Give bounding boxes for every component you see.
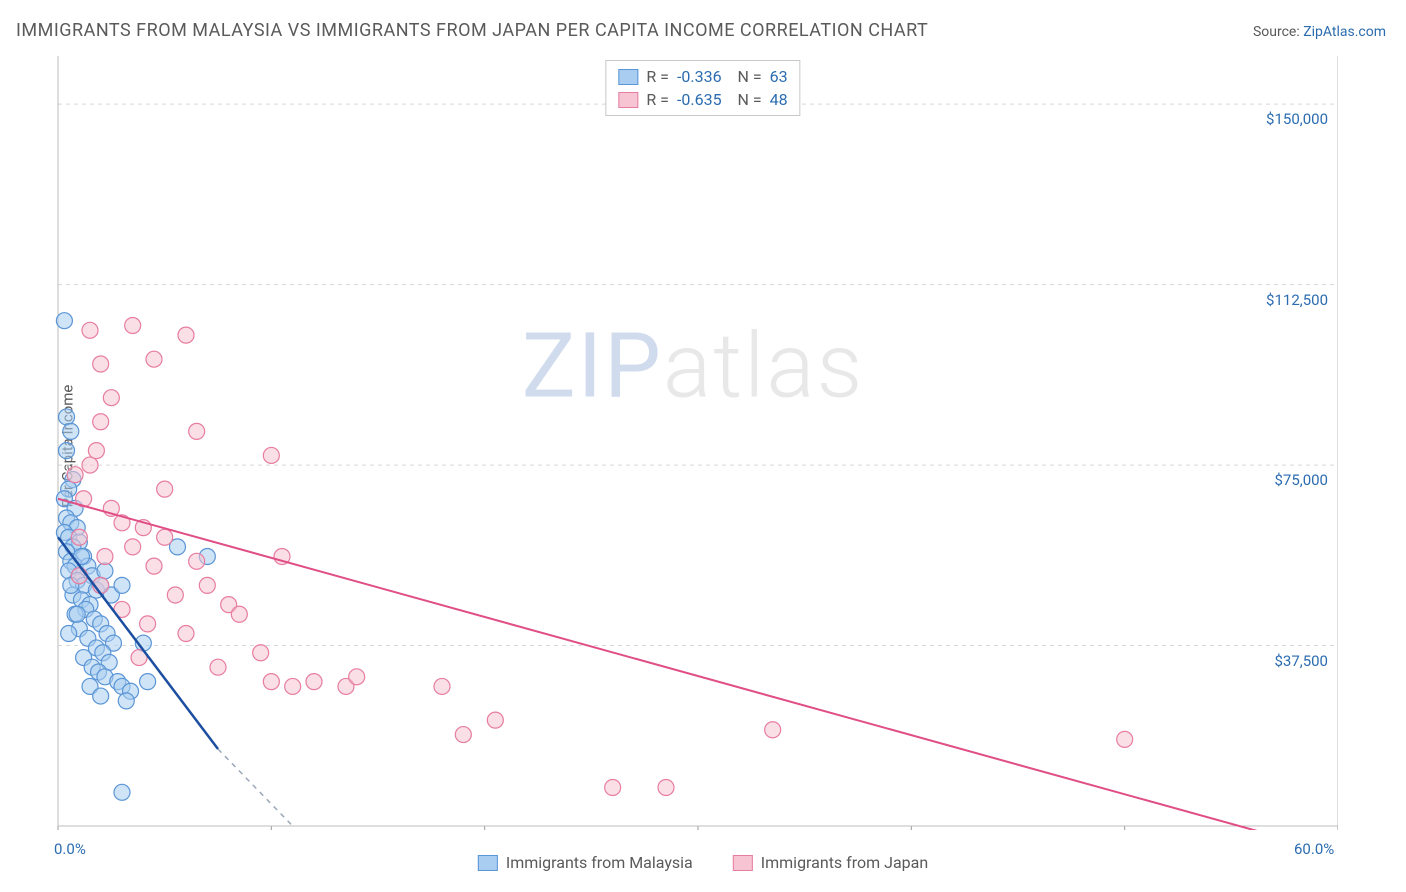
scatter-chart [48, 56, 1338, 830]
stats-legend-row: R = -0.635 N = 48 [618, 88, 787, 111]
series-legend-item: Immigrants from Japan [733, 853, 928, 872]
stat-r-label: R = [646, 90, 669, 109]
stat-n-value: 63 [770, 67, 788, 86]
x-tick-label: 0.0% [54, 840, 86, 858]
chart-title: IMMIGRANTS FROM MALAYSIA VS IMMIGRANTS F… [16, 20, 928, 41]
stat-r-label: R = [646, 67, 669, 86]
series-legend-label: Immigrants from Japan [761, 853, 928, 872]
series-legend: Immigrants from Malaysia Immigrants from … [478, 853, 928, 872]
legend-swatch [618, 69, 638, 85]
source-prefix: Source: [1253, 24, 1303, 40]
stat-r-value: -0.635 [677, 90, 722, 109]
series-legend-label: Immigrants from Malaysia [506, 853, 693, 872]
source-attribution: Source: ZipAtlas.com [1253, 24, 1386, 40]
stat-n-label: N = [730, 90, 762, 109]
stat-n-label: N = [730, 67, 762, 86]
source-link[interactable]: ZipAtlas.com [1303, 24, 1386, 40]
legend-swatch [733, 855, 753, 871]
y-tick-label: $112,500 [1248, 291, 1328, 309]
stat-n-value: 48 [770, 90, 788, 109]
y-tick-label: $37,500 [1248, 652, 1328, 670]
legend-swatch [478, 855, 498, 871]
stat-r-value: -0.336 [677, 67, 722, 86]
y-tick-label: $75,000 [1248, 471, 1328, 489]
stats-legend-row: R = -0.336 N = 63 [618, 65, 787, 88]
y-tick-label: $150,000 [1248, 110, 1328, 128]
stats-legend: R = -0.336 N = 63R = -0.635 N = 48 [605, 60, 800, 116]
legend-swatch [618, 92, 638, 108]
chart-area: ZIPatlas [48, 56, 1338, 830]
series-legend-item: Immigrants from Malaysia [478, 853, 693, 872]
x-tick-label: 60.0% [1294, 840, 1334, 858]
